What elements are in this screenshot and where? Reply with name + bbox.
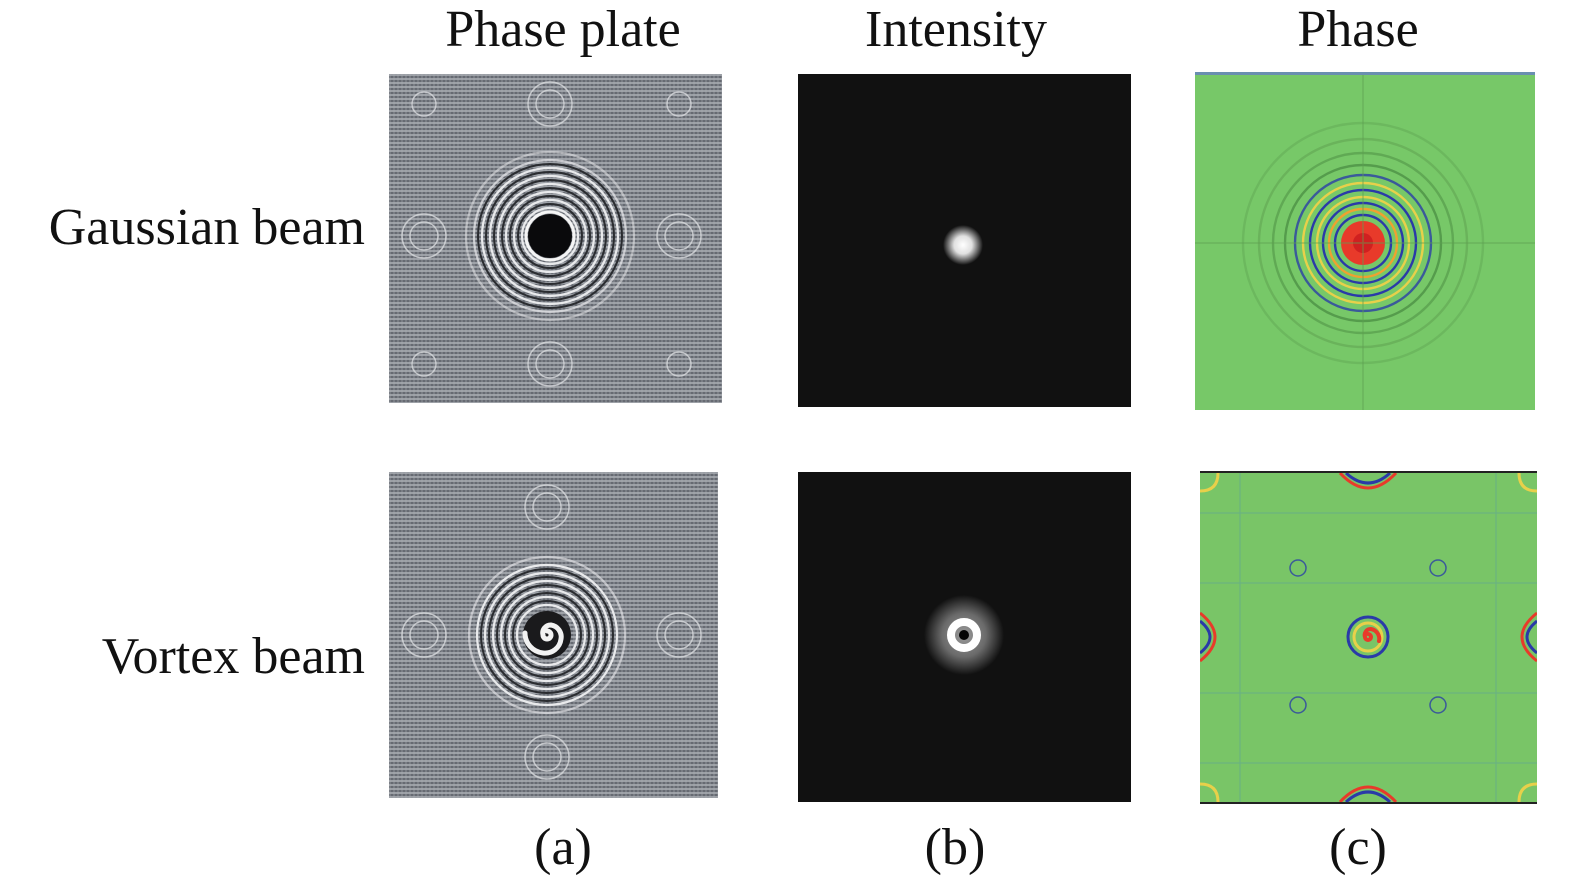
row-label-vortex-beam: Vortex beam [101,628,365,685]
column-title-intensity: Intensity [865,1,1047,58]
subfigure-label-c: (c) [1329,819,1387,876]
phase-plate-vortex-image [389,472,718,798]
subfigure-label-a: (a) [534,819,592,876]
column-title-phase: Phase [1297,1,1419,58]
subfigure-label-b: (b) [924,819,986,876]
column-title-phase-plate: Phase plate [445,1,681,58]
phase-plate-gaussian-image [389,74,722,403]
row-label-gaussian-beam: Gaussian beam [48,199,365,256]
intensity-vortex-image [798,472,1131,802]
phase-gaussian-image [1195,72,1535,410]
phase-vortex-image [1200,471,1537,804]
intensity-gaussian-image [798,74,1131,407]
